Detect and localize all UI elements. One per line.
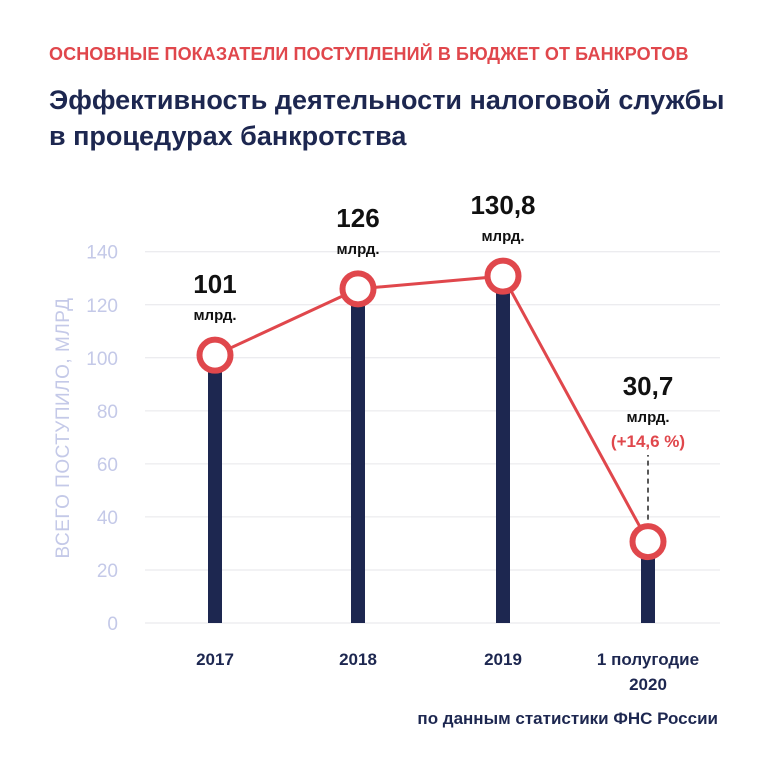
chart-title: Эффективность деятельности налоговой слу… xyxy=(49,82,724,154)
chart-title-line-1: Эффективность деятельности налоговой слу… xyxy=(49,85,725,115)
value-label: 126 xyxy=(336,203,379,233)
bar-layer xyxy=(208,276,655,623)
y-tick-label: 0 xyxy=(107,614,118,635)
bar xyxy=(496,276,510,623)
unit-label: млрд. xyxy=(626,409,669,426)
unit-label: млрд. xyxy=(481,228,524,245)
data-point-marker xyxy=(484,257,522,295)
annotation-label: (+14,6 %) xyxy=(611,432,685,451)
x-tick-label: 1 полугодие xyxy=(597,650,699,669)
series-line xyxy=(214,274,650,543)
value-label: 101 xyxy=(193,269,236,299)
y-axis-title: ВСЕГО ПОСТУПИЛО, МЛРД xyxy=(53,297,74,558)
x-tick-label: 2018 xyxy=(339,650,377,669)
chart-kicker: ОСНОВНЫЕ ПОКАЗАТЕЛИ ПОСТУПЛЕНИЙ В БЮДЖЕТ… xyxy=(49,44,689,64)
x-tick-label: 2019 xyxy=(484,650,522,669)
source-note: по данным статистики ФНС России xyxy=(417,709,718,728)
y-tick-label: 120 xyxy=(86,296,118,317)
bar xyxy=(641,541,655,623)
y-tick-label: 20 xyxy=(97,561,118,582)
chart-title-line-2: в процедурах банкротства xyxy=(49,121,407,151)
value-label: 130,8 xyxy=(470,190,535,220)
unit-label: млрд. xyxy=(193,307,236,324)
y-tick-label: 40 xyxy=(97,508,118,529)
grid-layer: 0 20 40 60 80 100 120 140 ВСЕГО ПОСТУПИЛО, МЛРД xyxy=(53,243,720,635)
data-point-marker xyxy=(629,523,667,561)
y-tick-label: 80 xyxy=(97,402,118,423)
x-tick-label-line2: 2020 xyxy=(629,675,667,694)
bar xyxy=(351,288,365,623)
y-tick-label: 60 xyxy=(97,455,118,476)
y-tick-label: 140 xyxy=(86,243,118,264)
value-label: 30,7 xyxy=(623,371,674,401)
line-layer xyxy=(196,257,667,561)
data-point-marker xyxy=(339,270,377,308)
x-tick-label: 2017 xyxy=(196,650,234,669)
y-tick-label: 100 xyxy=(86,349,118,370)
label-layer: 101 млрд. 126 млрд. 130,8 млрд. 30,7 млрд. (+14,… xyxy=(193,190,699,694)
data-point-marker xyxy=(196,336,234,374)
unit-label: млрд. xyxy=(336,241,379,258)
bar xyxy=(208,355,222,623)
